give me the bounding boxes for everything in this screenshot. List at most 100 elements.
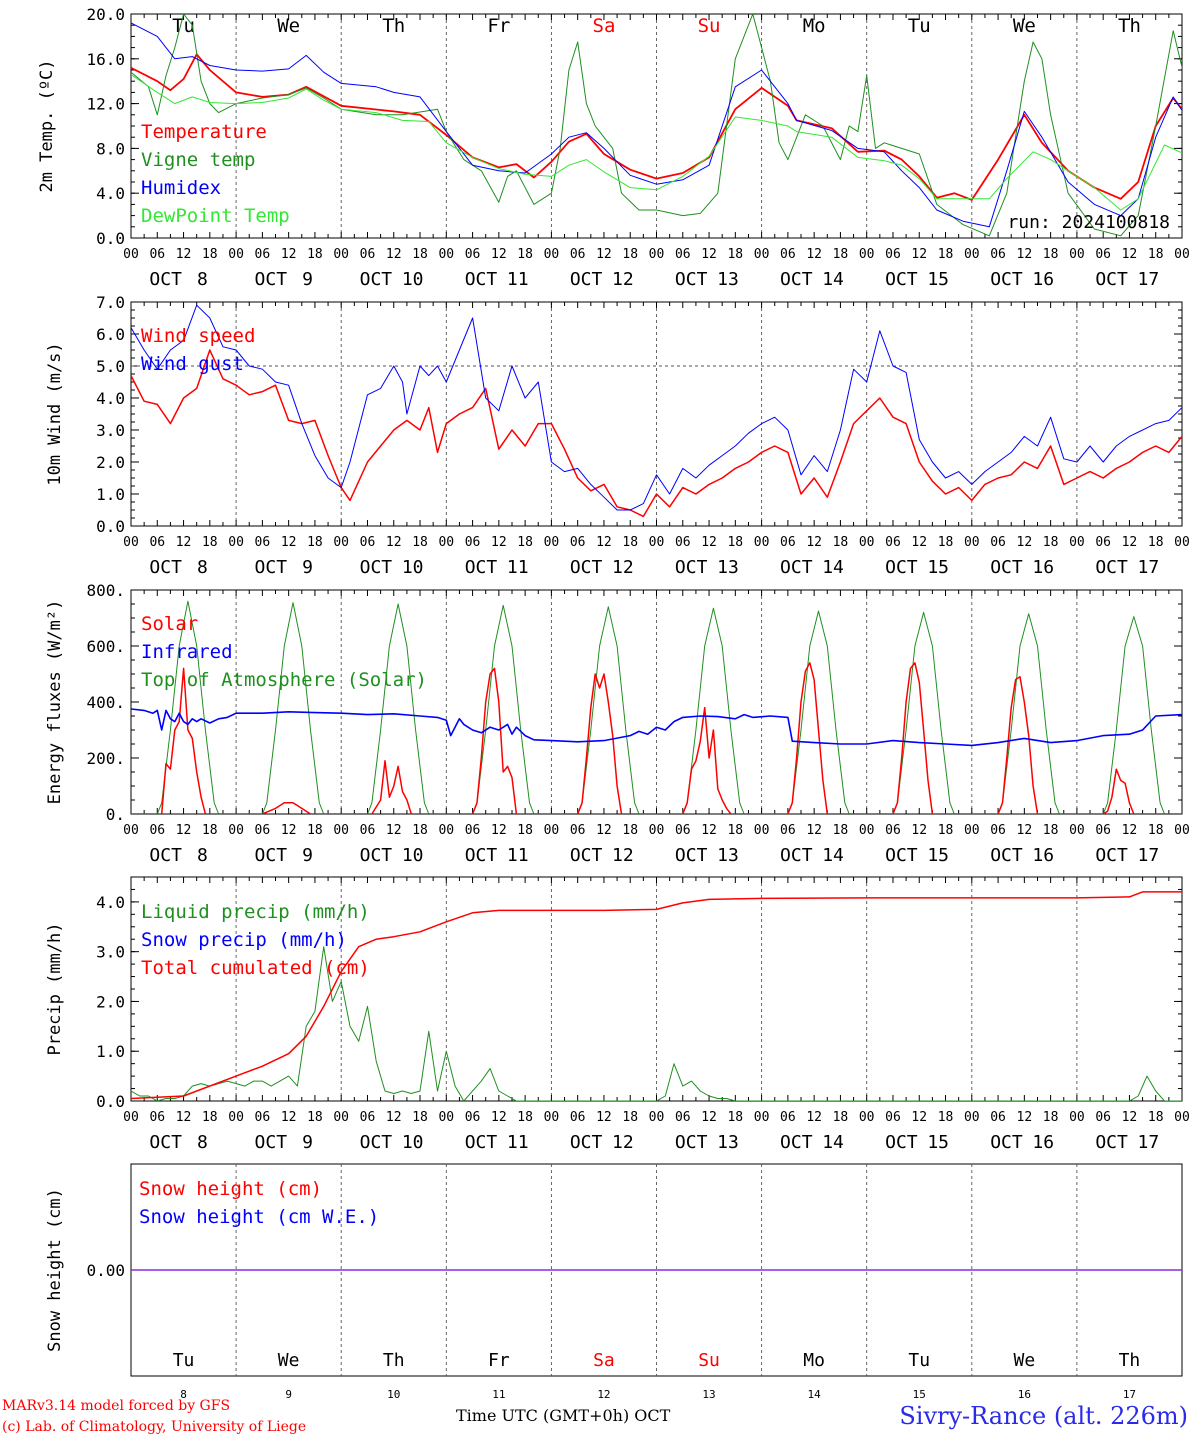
hour-tick-label: 12 — [806, 535, 822, 550]
legend-entry: Wind gust — [141, 353, 244, 375]
y-tick-label: 4.0 — [96, 893, 125, 912]
y-tick-label: 0. — [106, 805, 125, 824]
y-tick-label: 2.0 — [96, 992, 125, 1011]
hour-tick-label: 06 — [255, 823, 271, 838]
y-tick-label: 7.0 — [96, 293, 125, 312]
date-label: 8 — [197, 1132, 208, 1153]
hour-tick-label: 06 — [149, 247, 165, 262]
date-label: 15 — [927, 269, 949, 290]
hour-tick-label: 12 — [806, 1110, 822, 1125]
hour-tick-label: 00 — [333, 823, 349, 838]
month-label: OCT — [360, 1132, 393, 1153]
date-label: 11 — [507, 557, 529, 578]
hour-tick-label: 06 — [885, 535, 901, 550]
hour-tick-label: 06 — [255, 247, 271, 262]
hour-tick-label: 18 — [412, 535, 428, 550]
date-label: 14 — [822, 557, 844, 578]
hour-tick-label: 18 — [202, 247, 218, 262]
hour-tick-label: 18 — [1148, 1110, 1164, 1125]
hour-tick-label: 00 — [123, 535, 139, 550]
chart-panel-temperature: 0.0 4.0 8.0 12.0 16.0 20.0 2m Temp. (ºC) 00 06 12… — [37, 5, 1190, 290]
hour-tick-label: 12 — [386, 535, 402, 550]
hour-tick-label: 00 — [1174, 535, 1190, 550]
legend-entry: Snow precip (mm/h) — [141, 929, 347, 951]
date-label: 10 — [387, 1388, 400, 1401]
hour-tick-label: 06 — [1095, 823, 1111, 838]
chart-panel-energy: 0. 200. 400. 600. 800. Energy fluxes (W/m²) 00… — [45, 581, 1190, 866]
y-tick-label: 4.0 — [96, 184, 125, 203]
hour-tick-label: 06 — [360, 535, 376, 550]
hour-tick-label: 00 — [544, 247, 560, 262]
date-label: 17 — [1138, 1132, 1160, 1153]
date-label: 13 — [702, 1388, 715, 1401]
hour-tick-label: 00 — [754, 1110, 770, 1125]
hour-tick-label: 12 — [1017, 535, 1033, 550]
month-label: OCT — [780, 269, 813, 290]
date-label: 11 — [492, 1388, 505, 1401]
weekday-label: Th — [383, 1350, 405, 1371]
month-label: OCT — [780, 557, 813, 578]
hour-tick-label: 00 — [544, 535, 560, 550]
month-label: OCT — [465, 845, 498, 866]
weekday-label: Th — [1118, 15, 1141, 37]
legend-entry: Snow height (cm) — [139, 1178, 322, 1200]
y-tick-label: 400. — [86, 693, 125, 712]
series-line — [131, 708, 1182, 747]
hour-tick-label: 12 — [1122, 823, 1138, 838]
date-label: 12 — [612, 269, 634, 290]
date-label: 17 — [1138, 557, 1160, 578]
y-axis-label: Precip (mm/h) — [45, 922, 65, 1055]
weekday-label: We — [277, 15, 300, 37]
month-label: OCT — [1095, 1132, 1128, 1153]
hour-tick-label: 00 — [1069, 823, 1085, 838]
date-label: 16 — [1032, 269, 1054, 290]
station-title: Sivry-Rance (alt. 226m) — [899, 1402, 1188, 1430]
date-label: 17 — [1138, 845, 1160, 866]
hour-tick-label: 12 — [596, 1110, 612, 1125]
hour-tick-label: 06 — [360, 247, 376, 262]
hour-tick-label: 12 — [386, 247, 402, 262]
hour-tick-label: 12 — [1122, 1110, 1138, 1125]
hour-tick-label: 06 — [255, 1110, 271, 1125]
legend-entry: Liquid precip (mm/h) — [141, 901, 370, 923]
hour-tick-label: 12 — [281, 1110, 297, 1125]
hour-tick-label: 12 — [806, 247, 822, 262]
hour-tick-label: 18 — [622, 1110, 638, 1125]
y-tick-label: 0.00 — [86, 1261, 125, 1280]
hour-tick-label: 18 — [727, 1110, 743, 1125]
hour-tick-label: 18 — [833, 247, 849, 262]
hour-tick-label: 18 — [412, 1110, 428, 1125]
date-label: 11 — [507, 845, 529, 866]
hour-tick-label: 06 — [1095, 1110, 1111, 1125]
hour-tick-label: 18 — [517, 823, 533, 838]
legend-entry: Solar — [141, 613, 198, 635]
hour-tick-label: 18 — [1043, 247, 1059, 262]
hour-tick-label: 18 — [307, 823, 323, 838]
weekday-label: Mo — [803, 1350, 825, 1371]
weekday-label: Tu — [908, 1350, 930, 1371]
hour-tick-label: 18 — [1148, 247, 1164, 262]
hour-tick-label: 18 — [833, 535, 849, 550]
month-label: OCT — [149, 845, 182, 866]
hour-tick-label: 12 — [491, 247, 507, 262]
hour-tick-label: 00 — [859, 247, 875, 262]
weekday-label: We — [1013, 15, 1036, 37]
hour-tick-label: 00 — [649, 247, 665, 262]
hour-tick-label: 00 — [1069, 247, 1085, 262]
date-label: 15 — [913, 1388, 926, 1401]
month-label: OCT — [1095, 845, 1128, 866]
month-label: OCT — [360, 557, 393, 578]
month-label: OCT — [255, 845, 288, 866]
hour-tick-label: 18 — [412, 247, 428, 262]
month-label: OCT — [570, 1132, 603, 1153]
y-axis-label: 2m Temp. (ºC) — [37, 59, 57, 192]
y-tick-label: 8.0 — [96, 139, 125, 158]
date-label: 13 — [717, 845, 739, 866]
month-label: OCT — [465, 269, 498, 290]
hour-tick-label: 00 — [754, 823, 770, 838]
chart-panel-wind: 0.0 1.0 2.0 3.0 4.0 5.0 6.0 7.0 10m Wind (m/s) 00… — [45, 293, 1190, 578]
date-label: 10 — [402, 845, 424, 866]
hour-tick-label: 00 — [1174, 823, 1190, 838]
time-axis-label: Time UTC (GMT+0h) OCT — [456, 1406, 671, 1425]
hour-tick-label: 12 — [806, 823, 822, 838]
